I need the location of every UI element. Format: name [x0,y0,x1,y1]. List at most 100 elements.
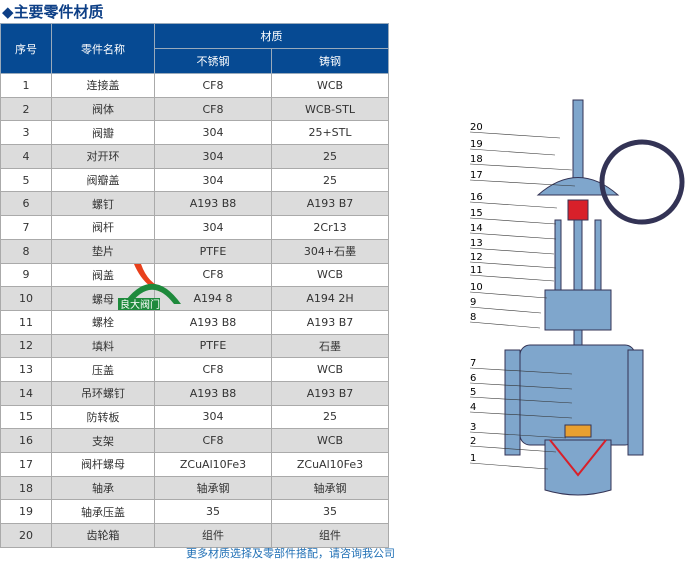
cell-cast: 25 [271,404,389,430]
cell-no: 8 [0,238,52,264]
table-row: 9 阀盖 CF8 WCB [0,262,389,288]
cell-stainless: 35 [154,499,272,525]
cell-no: 3 [0,120,52,146]
cell-cast: 25+STL [271,120,389,146]
leader-line [469,232,557,240]
table-row: 3 阀瓣 304 25+STL [0,120,389,146]
part-label: 15 [470,208,483,219]
cell-stainless: A193 B8 [154,309,272,335]
cell-no: 16 [0,428,52,453]
table-row: 15 防转板 304 25 [0,404,389,430]
cell-cast: ZCuAl10Fe3 [271,452,389,477]
materials-table: 序号 零件名称 材质 不锈钢 铸钢 1 连接盖 CF8 WCB 2 阀体 CF8 WCB-STL 3 阀… [0,23,389,548]
header-no: 序号 [0,23,52,74]
cell-stainless: 组件 [154,523,272,548]
leader-line [469,321,541,329]
header-stainless: 不锈钢 [154,48,272,74]
cell-no: 1 [0,73,52,98]
table-row: 12 填料 PTFE 石墨 [0,333,389,359]
leader-line [469,163,573,171]
leader-line [469,131,561,139]
valve-diagram: 20 19 18 17 16 15 14 13 12 11 10 9 8 7 6 5 4 3 2 1 [469,99,685,496]
cell-cast: 25 [271,144,389,169]
header-material: 材质 [154,23,389,49]
cell-no: 17 [0,452,52,477]
cell-name: 吊环螺钉 [51,380,155,406]
table-row: 5 阀瓣盖 304 25 [0,167,389,193]
logo-text: 良大阀门 [120,298,160,311]
title-text: 主要零件材质 [13,3,104,21]
cell-stainless: ZCuAl10Fe3 [154,452,272,477]
cell-stainless: A193 B8 [154,191,272,217]
cell-no: 10 [0,286,52,311]
part-label: 2 [470,436,476,447]
table-row: 4 对开环 304 25 [0,144,389,169]
cell-cast: A193 B7 [271,309,389,335]
leader-line [469,179,576,187]
cell-no: 7 [0,215,52,240]
cell-name: 连接盖 [51,73,155,98]
cell-cast: WCB [271,357,389,382]
leader-line [469,261,557,269]
part-label: 4 [470,402,476,413]
table-row: 1 连接盖 CF8 WCB [0,73,389,98]
cell-cast: A193 B7 [271,191,389,217]
cell-name: 阀瓣盖 [51,167,155,193]
section-title: ◆主要零件材质 [2,3,104,21]
cell-name: 填料 [51,333,155,359]
cell-name: 阀杆螺母 [51,452,155,477]
cell-no: 15 [0,404,52,430]
cell-name: 压盖 [51,357,155,382]
leader-line [469,396,573,404]
table-row: 17 阀杆螺母 ZCuAl10Fe3 ZCuAl10Fe3 [0,452,389,477]
cell-no: 2 [0,96,52,122]
part-label: 5 [470,387,476,398]
cell-stainless: 304 [154,404,272,430]
cell-cast: A194 2H [271,286,389,311]
leader-line [469,148,556,156]
part-label: 13 [470,238,483,249]
table-row: 6 螺钉 A193 B8 A193 B7 [0,191,389,217]
cell-cast: 石墨 [271,333,389,359]
cell-no: 6 [0,191,52,217]
cell-stainless: PTFE [154,238,272,264]
part-label: 11 [470,265,483,276]
cell-cast: 304+石墨 [271,238,389,264]
cell-stainless: 304 [154,144,272,169]
cell-no: 13 [0,357,52,382]
table-row: 10 螺母 A194 8 A194 2H [0,286,389,311]
table-row: 13 压盖 CF8 WCB [0,357,389,382]
part-label: 18 [470,154,483,165]
leader-line [469,247,555,255]
leader-line [469,291,548,299]
cell-name: 螺钉 [51,191,155,217]
part-label: 10 [470,282,483,293]
leader-line [469,367,573,375]
cell-cast: 轴承钢 [271,475,389,501]
part-label: 14 [470,223,483,234]
table-row: 2 阀体 CF8 WCB-STL [0,96,389,122]
cell-no: 19 [0,499,52,525]
table-row: 18 轴承 轴承钢 轴承钢 [0,475,389,501]
cell-no: 11 [0,309,52,335]
part-label: 3 [470,422,476,433]
cell-name: 对开环 [51,144,155,169]
part-label: 16 [470,192,483,203]
cell-name: 垫片 [51,238,155,264]
cell-name: 轴承 [51,475,155,501]
leader-line [469,217,557,225]
cell-cast: 25 [271,167,389,193]
leader-line [469,382,573,390]
part-label: 12 [470,252,483,263]
cell-stainless: PTFE [154,333,272,359]
cell-name: 螺栓 [51,309,155,335]
cell-no: 5 [0,167,52,193]
cell-stainless: 轴承钢 [154,475,272,501]
cell-cast: WCB [271,428,389,453]
part-label: 1 [470,453,476,464]
company-logo: 良大阀门 [118,264,181,311]
cell-no: 12 [0,333,52,359]
cell-name: 阀体 [51,96,155,122]
cell-stainless: 304 [154,215,272,240]
cell-cast: WCB-STL [271,96,389,122]
